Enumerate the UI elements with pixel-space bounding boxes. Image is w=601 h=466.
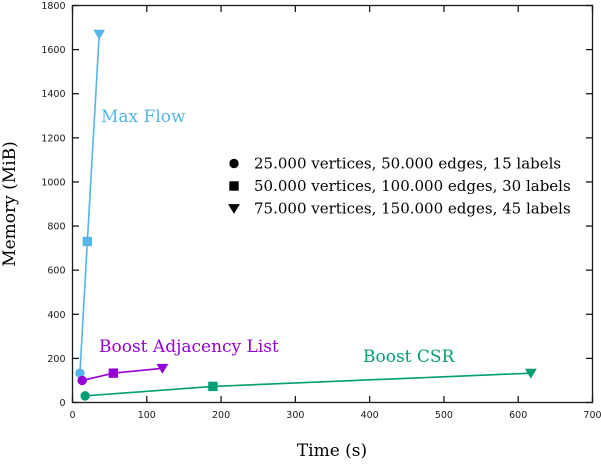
legend-item-label: 75.000 vertices, 150.000 edges, 45 label… <box>254 200 571 218</box>
y-tick-label: 200 <box>47 354 65 365</box>
plot-frame <box>71 4 594 404</box>
data-point-boost-csr-square <box>208 381 218 392</box>
y-tick-label: 800 <box>47 222 65 233</box>
x-tick-label: 0 <box>69 410 75 421</box>
legend-marker-circle <box>229 158 239 169</box>
legend-item-label: 25.000 vertices, 50.000 edges, 15 labels <box>254 155 561 173</box>
x-tick-label: 300 <box>286 410 304 421</box>
data-point-boost-adjacency-list-circle <box>77 375 87 386</box>
series-line-boost-csr <box>85 372 531 397</box>
x-tick-label: 400 <box>361 410 379 421</box>
x-tick-label: 100 <box>138 410 156 421</box>
data-point-boost-adjacency-list-triangle-down <box>156 363 169 374</box>
x-tick-label: 600 <box>509 410 527 421</box>
y-tick-label: 0 <box>59 398 65 409</box>
legend-marker-square <box>229 181 239 191</box>
x-tick-label: 200 <box>212 410 230 421</box>
legend-item-label: 50.000 vertices, 100.000 edges, 30 label… <box>254 177 571 195</box>
data-point-max-flow-square <box>82 236 93 247</box>
data-point-max-flow-circle <box>75 368 85 378</box>
legend-marker-triangle-down <box>228 204 240 214</box>
legend: 25.000 vertices, 50.000 edges, 15 labels… <box>228 155 571 218</box>
data-point-boost-csr-circle <box>80 391 90 401</box>
series-label-boost-csr: Boost CSR <box>363 347 456 367</box>
y-tick-label: 1800 <box>41 1 65 12</box>
data-series: Max Flow Boost Adjacency List Boost CSR <box>75 29 537 401</box>
data-point-max-flow-triangle-down <box>93 29 106 40</box>
data-point-boost-csr-triangle-down <box>524 368 537 379</box>
y-tick-label: 1400 <box>41 89 65 100</box>
x-axis-title: Time (s) <box>297 441 367 461</box>
axis-ticks: 0 100 200 300 400 500 600 700 0 200 400 600 800 1000 1… <box>41 1 601 421</box>
y-tick-label: 1000 <box>41 177 65 188</box>
y-tick-label: 1600 <box>41 45 65 56</box>
series-line-boost-adjacency-list <box>81 367 163 382</box>
series-line-max-flow <box>79 34 101 374</box>
x-tick-label: 500 <box>435 410 453 421</box>
y-tick-label: 1200 <box>41 133 65 144</box>
plot-border <box>71 4 594 404</box>
series-label-boost-adjacency-list: Boost Adjacency List <box>99 337 279 357</box>
y-tick-label: 600 <box>47 266 65 277</box>
series-label-max-flow: Max Flow <box>101 107 186 127</box>
y-axis-title: Memory (MiB) <box>0 141 20 267</box>
data-point-boost-adjacency-list-square <box>108 368 119 378</box>
x-tick-label: 700 <box>583 410 601 421</box>
y-tick-label: 400 <box>47 310 65 321</box>
